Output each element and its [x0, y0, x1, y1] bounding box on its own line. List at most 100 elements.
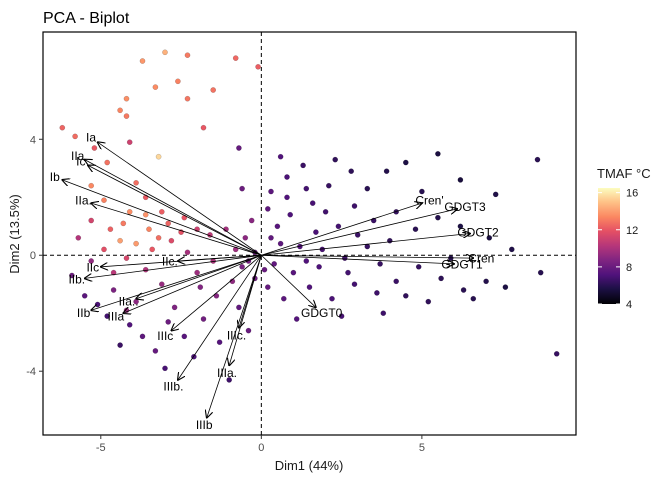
- data-point: [149, 246, 155, 253]
- data-point: [59, 124, 66, 131]
- data-point: [165, 220, 171, 227]
- data-point: [139, 58, 146, 64]
- data-point: [120, 220, 127, 227]
- data-point: [171, 304, 178, 311]
- data-point: [287, 211, 294, 218]
- variable-arrow: [178, 255, 262, 380]
- legend-colorbar: [598, 188, 620, 304]
- data-point: [210, 87, 216, 93]
- data-point: [345, 269, 351, 276]
- data-point: [158, 281, 165, 288]
- data-point: [197, 284, 204, 290]
- variable-arrow: [261, 254, 454, 264]
- variable-label: IIa: [71, 149, 85, 163]
- data-point: [284, 194, 290, 201]
- data-point: [261, 266, 268, 273]
- data-point: [351, 203, 358, 209]
- data-point: [117, 342, 123, 348]
- data-point: [277, 240, 284, 247]
- data-point: [277, 153, 284, 160]
- plot-panel: [42, 31, 577, 436]
- variable-label: IIb.: [68, 273, 85, 287]
- data-point: [110, 287, 117, 293]
- variable-label: IIb: [77, 306, 91, 320]
- variable-arrow: [178, 254, 262, 261]
- variable-label: IIIa: [108, 309, 125, 323]
- data-point: [248, 217, 255, 224]
- data-point: [94, 301, 101, 308]
- y-tick-label: 0: [30, 250, 36, 262]
- data-point: [101, 246, 107, 253]
- data-point: [419, 188, 425, 195]
- data-point: [322, 208, 329, 215]
- data-point: [300, 162, 306, 169]
- variable-arrow: [123, 254, 262, 313]
- data-point: [88, 258, 94, 264]
- data-point: [415, 263, 422, 270]
- data-point: [284, 174, 290, 180]
- data-point: [435, 150, 441, 157]
- data-point: [316, 263, 322, 270]
- data-point: [126, 321, 133, 328]
- data-point: [457, 177, 464, 183]
- legend-tick-label: 8: [626, 262, 632, 274]
- data-point: [81, 292, 88, 299]
- data-point: [377, 261, 383, 267]
- data-point: [72, 133, 78, 140]
- data-point: [165, 319, 171, 325]
- data-point: [88, 182, 94, 189]
- data-point: [309, 200, 316, 206]
- data-point: [380, 310, 387, 317]
- data-point: [146, 226, 152, 232]
- variable-label: Ib: [50, 170, 60, 184]
- data-point: [162, 49, 168, 56]
- variable-arrow: [88, 165, 262, 256]
- data-point: [332, 156, 339, 163]
- data-point: [534, 156, 541, 163]
- variable-arrow: [91, 203, 262, 256]
- variable-arrow: [98, 142, 262, 256]
- data-point: [104, 159, 110, 166]
- x-axis-label: Dim1 (44%): [275, 458, 344, 473]
- y-tick-label: 4: [30, 134, 36, 146]
- variable-label: IIc.: [162, 255, 178, 269]
- data-point: [184, 95, 191, 102]
- data-point: [123, 95, 130, 102]
- data-point: [537, 269, 544, 276]
- data-point: [226, 377, 232, 383]
- data-point: [216, 339, 223, 346]
- data-point: [393, 278, 400, 285]
- data-point: [133, 179, 139, 186]
- data-point: [117, 237, 123, 244]
- data-point: [470, 295, 477, 302]
- data-point: [181, 214, 188, 221]
- variable-arrow: [261, 209, 457, 256]
- legend-tick-label: 4: [626, 299, 632, 311]
- data-point: [502, 284, 509, 290]
- data-point: [438, 275, 444, 282]
- variable-arrow: [85, 254, 262, 278]
- data-point: [553, 350, 560, 357]
- data-point: [255, 64, 261, 70]
- data-point: [313, 229, 319, 235]
- axis-ticks: -5 0 5 -4 0 4: [26, 134, 425, 454]
- data-point: [508, 246, 515, 253]
- variable-label: GDGT3: [444, 200, 486, 214]
- variable-label: Cren: [468, 251, 494, 265]
- variable-label: IIc: [86, 260, 99, 274]
- data-point: [402, 292, 409, 299]
- data-point: [486, 234, 493, 241]
- data-point: [290, 269, 297, 276]
- variable-arrow: [261, 254, 316, 307]
- data-point: [457, 223, 464, 230]
- data-point: [200, 316, 207, 322]
- data-point: [175, 78, 181, 85]
- x-tick-label: 5: [419, 442, 425, 454]
- data-point: [91, 145, 98, 151]
- data-point: [152, 348, 159, 354]
- variable-arrow: [91, 254, 262, 310]
- variable-label: Cren': [415, 194, 443, 208]
- data-point: [245, 327, 252, 334]
- variable-label: IIa..: [119, 294, 139, 308]
